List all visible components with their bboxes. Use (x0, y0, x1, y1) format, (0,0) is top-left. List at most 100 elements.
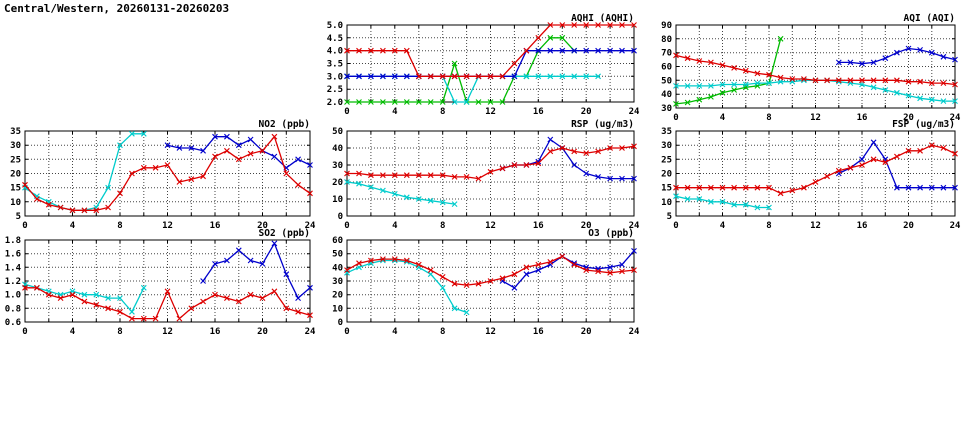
gridlines (25, 131, 310, 216)
x-tick-label: 12 (162, 221, 173, 231)
y-tick-label: 20 (332, 291, 343, 301)
x-tick-label: 12 (810, 113, 821, 123)
y-tick-label: 0 (338, 212, 343, 222)
x-tick-label: 20 (581, 327, 592, 337)
x-tick-label: 20 (903, 113, 914, 123)
chart-aqhi: 0 4 8 12 16 20 24 2.0 2.5 3.0 3.5 4.0 4.5 5.0 AQHI (AQ… (327, 13, 640, 117)
y-tick-label: 35 (10, 127, 21, 137)
x-tick-label: 8 (440, 107, 445, 117)
series-blue-markers (499, 136, 637, 182)
series-red-markers (344, 143, 637, 182)
x-tick-label: 8 (766, 113, 771, 123)
series-green (344, 34, 578, 105)
y-axis: 0 10 20 30 40 50 60 (332, 236, 343, 328)
y-tick-label: 0.8 (5, 304, 21, 314)
series-cyan (344, 257, 470, 316)
y-tick-label: 5 (16, 212, 21, 222)
tick-marks (347, 131, 634, 216)
x-tick-label: 8 (117, 327, 122, 337)
series-cyan-line (24, 283, 145, 313)
series-red (344, 253, 637, 288)
x-tick-label: 4 (720, 221, 726, 231)
plot-border (675, 24, 956, 109)
series-cyan-markers (22, 281, 147, 315)
x-axis: 0 4 8 12 16 20 24 (344, 327, 640, 337)
series-red (673, 52, 958, 88)
series-green-markers (673, 35, 784, 107)
y-tick-label: 3.5 (327, 60, 343, 70)
series-green (673, 35, 784, 107)
y-axis: 0 10 20 30 40 50 (332, 127, 343, 222)
chart-so2: 0 4 8 12 16 20 24 0.6 0.8 1.0 1.2 1.4 1.6 1.8 SO2 (ppb… (5, 228, 316, 337)
x-tick-label: 20 (581, 107, 592, 117)
series-green-line (675, 38, 782, 105)
gridlines (347, 131, 634, 216)
x-tick-label: 20 (903, 221, 914, 231)
series-blue-line (838, 141, 955, 189)
series-red (344, 22, 637, 80)
y-tick-label: 1.2 (5, 277, 21, 287)
series-blue-markers (200, 240, 313, 301)
series-red (22, 284, 313, 322)
page-title: Central/Western, 20260131-20260203 (4, 2, 230, 15)
x-tick-label: 24 (305, 221, 316, 231)
x-tick-label: 24 (629, 107, 640, 117)
series-cyan (344, 179, 458, 207)
x-axis: 0 4 8 12 16 20 24 (673, 221, 961, 231)
y-tick-label: 1.6 (5, 250, 21, 260)
series-red-markers (22, 133, 313, 214)
x-tick-label: 4 (70, 327, 76, 337)
y-tick-label: 40 (332, 263, 343, 273)
chart-no2: 0 4 8 12 16 20 24 5 10 15 20 25 30 35 NO2 (ppb) (10, 119, 316, 231)
y-tick-label: 70 (661, 49, 672, 59)
y-tick-label: 50 (332, 250, 343, 260)
gridlines (676, 25, 955, 108)
y-tick-label: 0 (338, 318, 343, 328)
y-tick-label: 10 (661, 198, 672, 208)
x-tick-label: 16 (210, 221, 221, 231)
x-tick-label: 20 (257, 327, 268, 337)
series-blue-markers (499, 248, 637, 291)
chart-title: FSP (ug/m3) (892, 119, 955, 130)
chart-title: SO2 (ppb) (259, 228, 310, 239)
chart-title: AQI (AQI) (904, 13, 955, 24)
y-tick-label: 20 (661, 170, 672, 180)
y-tick-label: 5 (667, 212, 672, 222)
x-tick-label: 8 (440, 221, 445, 231)
y-tick-label: 25 (10, 155, 21, 165)
y-tick-label: 2.5 (327, 85, 343, 95)
y-tick-label: 60 (332, 236, 343, 246)
chart-aqi: 0 4 8 12 16 20 24 30 40 50 60 70 80 90 AQI (AQI) (661, 13, 961, 123)
x-tick-label: 4 (392, 107, 398, 117)
x-tick-label: 12 (810, 221, 821, 231)
y-tick-label: 40 (661, 90, 672, 100)
series-blue (835, 45, 958, 67)
y-axis: 5 10 15 20 25 30 35 (10, 127, 21, 222)
tick-marks (676, 25, 955, 108)
x-tick-label: 0 (22, 221, 27, 231)
x-tick-label: 0 (22, 327, 27, 337)
gridlines (676, 131, 955, 216)
gridlines (347, 240, 634, 322)
y-tick-label: 30 (10, 141, 21, 151)
x-axis: 0 4 8 12 16 20 24 (673, 113, 961, 123)
series-red (344, 143, 637, 182)
x-tick-label: 16 (533, 327, 544, 337)
series-red-markers (673, 52, 958, 88)
y-tick-label: 10 (10, 198, 21, 208)
plot-border (24, 130, 311, 217)
series-cyan-markers (673, 193, 772, 211)
x-tick-label: 0 (344, 221, 349, 231)
x-tick-label: 16 (857, 113, 868, 123)
chart-title: AQHI (AQHI) (571, 13, 634, 24)
y-tick-label: 20 (332, 178, 343, 188)
y-tick-label: 30 (661, 104, 672, 114)
y-tick-label: 60 (661, 63, 672, 73)
x-tick-label: 12 (162, 327, 173, 337)
series-red-markers (673, 142, 958, 197)
x-tick-label: 16 (210, 327, 221, 337)
y-tick-label: 4.5 (327, 34, 343, 44)
tick-marks (347, 240, 634, 322)
x-tick-label: 24 (305, 327, 316, 337)
x-tick-label: 0 (344, 327, 349, 337)
